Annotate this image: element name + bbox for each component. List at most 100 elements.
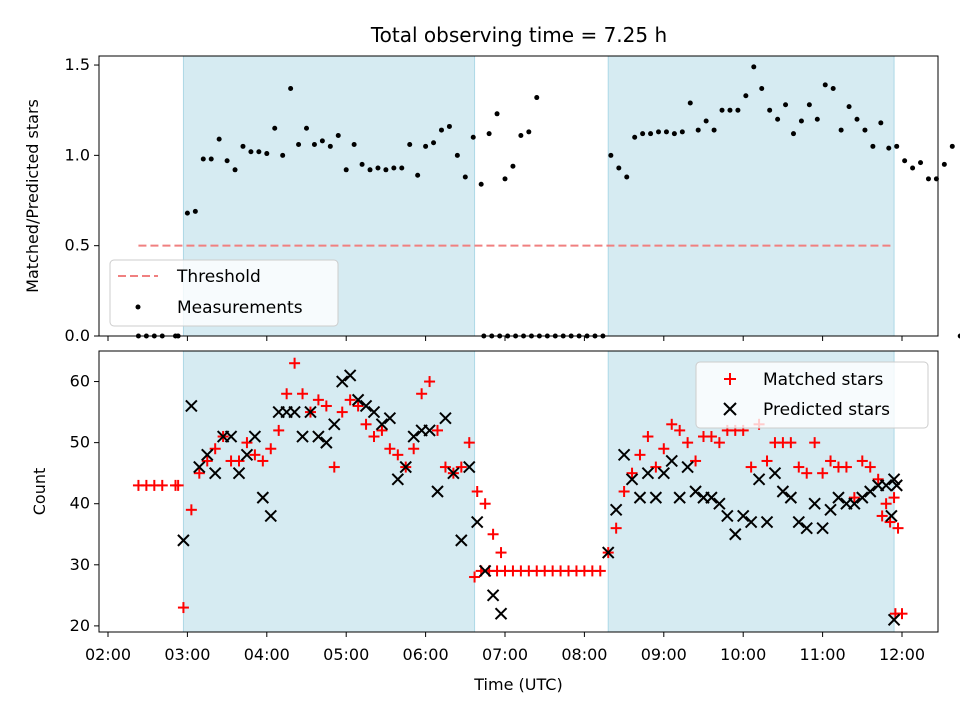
predicted-star-point (486, 589, 500, 602)
predicted-star-point (471, 515, 484, 529)
measurement-point (624, 174, 630, 180)
measurement-point (949, 143, 955, 149)
measurement-point (335, 132, 341, 138)
measurement-point (759, 86, 765, 92)
measurement-point (192, 208, 198, 214)
x-tick-label: 08:00 (561, 645, 607, 664)
matched-star-point (265, 443, 277, 455)
matched-star-point (297, 388, 309, 400)
matched-star-point (392, 449, 404, 461)
predicted-star-point (879, 479, 893, 492)
predicted-star-point (256, 491, 270, 504)
predicted-star-point (602, 546, 615, 559)
matched-star-point (439, 461, 451, 473)
measurement-point (735, 107, 741, 113)
observing-window (183, 351, 475, 632)
measurement-point (910, 165, 916, 171)
matched-star-point (156, 479, 168, 491)
predicted-star-point (423, 424, 436, 437)
measurement-point (790, 131, 796, 137)
predicted-star-point (729, 528, 742, 541)
matched-star-point (888, 492, 900, 504)
bottom-y-axis-label: Count (30, 468, 49, 516)
predicted-star-point (193, 460, 206, 474)
predicted-star-point (800, 521, 813, 535)
predicted-star-points (177, 369, 903, 626)
predicted-star-point (848, 497, 861, 510)
legend-predicted-label: Predicted stars (763, 400, 890, 420)
measurement-point (957, 333, 960, 339)
measurement-point (446, 123, 452, 129)
measurement-point (502, 176, 508, 182)
measurement-point (846, 104, 852, 110)
matched-star-point (856, 455, 868, 467)
measurement-point (806, 102, 812, 108)
matched-star-point (432, 424, 444, 436)
x-axis-label: Time (UTC) (473, 675, 562, 694)
matched-star-point (360, 418, 372, 430)
matched-star-point (424, 376, 436, 388)
measurement-point (224, 158, 230, 164)
legend-measurement-swatch (135, 304, 141, 310)
predicted-star-point (808, 497, 821, 510)
measurement-point (319, 138, 325, 144)
predicted-star-point (689, 485, 702, 498)
matched-star-point (344, 394, 356, 406)
predicted-star-point (760, 515, 774, 529)
x-tick-label: 07:00 (482, 645, 528, 664)
predicted-star-point (713, 497, 726, 510)
x-tick-label: 10:00 (720, 645, 766, 664)
predicted-star-point (478, 564, 492, 578)
matched-star-point (801, 467, 813, 479)
matched-star-point (487, 528, 499, 540)
predicted-star-point (784, 491, 798, 504)
predicted-star-point (832, 491, 845, 504)
measurement-point (616, 165, 622, 171)
predicted-star-point (609, 503, 623, 517)
measurement-point (208, 156, 214, 162)
matched-star-point (674, 424, 686, 436)
measurement-point (423, 143, 429, 149)
predicted-star-point (816, 521, 829, 535)
matched-star-point (713, 437, 725, 449)
measurement-point (200, 156, 206, 162)
measurement-point (671, 131, 677, 137)
predicted-star-point (208, 466, 222, 480)
matched-star-point (642, 431, 654, 443)
predicted-star-point (885, 509, 898, 523)
measurement-point (470, 134, 476, 140)
measurement-point (375, 165, 381, 171)
measurement-point (687, 100, 693, 106)
predicted-star-point (681, 460, 694, 474)
y-tick-label: 20 (70, 616, 90, 635)
legend-matched-label: Matched stars (763, 370, 883, 390)
legend-predicted-swatch (723, 402, 737, 416)
y-tick-label: 40 (70, 494, 90, 513)
matched-star-point (241, 437, 253, 449)
y-tick-label: 1.0 (65, 145, 90, 164)
measurement-point (399, 165, 405, 171)
bottom-x-ticks: 02:00 03:00 04:00 05:00 06:00 07:00 08:00 09:00… (85, 632, 925, 664)
y-tick-label: 30 (70, 555, 90, 574)
bottom-legend: Matched stars Predicted stars (695, 361, 929, 429)
top-legend: Threshold Measurements (109, 259, 339, 327)
measurement-point (830, 86, 836, 92)
measurement-point (280, 152, 286, 158)
measurement-point (526, 129, 532, 135)
predicted-star-point (407, 430, 420, 443)
measurement-point (494, 111, 500, 117)
measurement-point (240, 143, 246, 149)
matched-star-point (785, 437, 797, 449)
predicted-star-point (641, 466, 655, 480)
matched-star-point (793, 461, 805, 473)
measurement-point (822, 82, 828, 88)
predicted-star-point (736, 509, 750, 523)
matched-star-point (172, 479, 184, 491)
matched-star-point (469, 571, 481, 583)
predicted-star-point (367, 405, 381, 419)
top-x-ticks (107, 336, 903, 341)
predicted-star-point (320, 436, 333, 449)
chart-title: Total observing time = 7.25 h (370, 23, 667, 47)
predicted-star-point (768, 466, 782, 480)
